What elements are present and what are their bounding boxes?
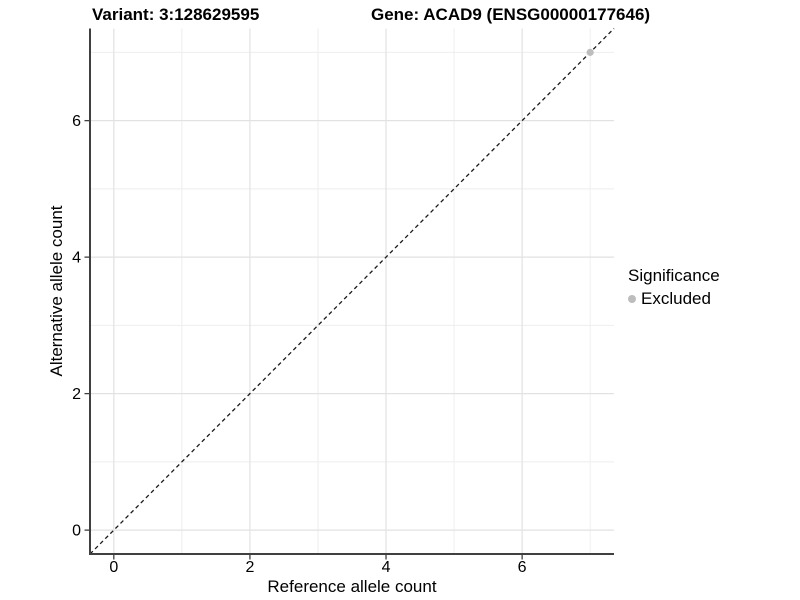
legend-title: Significance	[628, 266, 720, 285]
data-point	[586, 48, 594, 56]
legend-item-excluded: Excluded	[628, 289, 720, 309]
x-axis-title: Reference allele count	[267, 577, 437, 596]
y-axis-title: Alternative allele count	[47, 205, 66, 377]
x-tick-label: 2	[245, 559, 254, 576]
plot-title-gene: Gene: ACAD9 (ENSG00000177646)	[371, 5, 651, 24]
y-tick-label: 6	[72, 113, 81, 130]
legend: Significance Excluded	[628, 266, 720, 309]
y-tick-label: 4	[72, 250, 81, 267]
y-tick-label: 2	[72, 386, 81, 403]
x-tick-label: 4	[382, 559, 391, 576]
y-tick-label: 0	[72, 523, 81, 540]
legend-excluded-dot-icon	[628, 295, 636, 303]
plot-title-variant: Variant: 3:128629595	[92, 5, 260, 24]
x-tick-label: 6	[518, 559, 527, 576]
identity-dashed-line	[89, 28, 615, 555]
legend-item-label: Excluded	[641, 289, 711, 308]
x-tick-label: 0	[109, 559, 118, 576]
